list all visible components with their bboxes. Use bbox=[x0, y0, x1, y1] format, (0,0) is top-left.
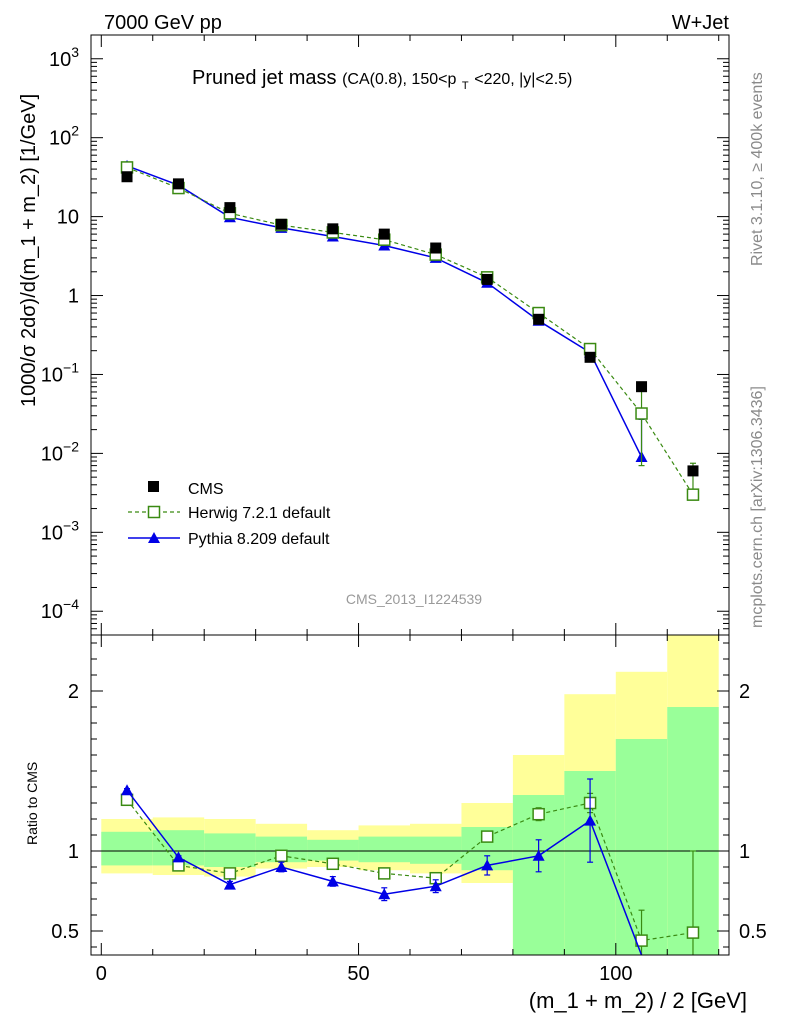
analysis-watermark: CMS_2013_I1224539 bbox=[346, 591, 482, 607]
x-tick-label: 100 bbox=[599, 963, 632, 985]
ratio-pythia-point bbox=[378, 888, 391, 900]
ratio-band-inner bbox=[358, 836, 410, 863]
mcplots-label: mcplots.cern.ch [arXiv:1306.3436] bbox=[749, 386, 766, 628]
ratio-y-tick-label-left: 1 bbox=[68, 841, 79, 863]
plot-title-main: Pruned jet mass bbox=[192, 67, 337, 89]
main-cms-point bbox=[172, 178, 184, 190]
legend-label-pythia: Pythia 8.209 default bbox=[188, 531, 330, 548]
main-y-tick-label: 103 bbox=[49, 44, 79, 71]
main-y-tick-label: 10 bbox=[57, 207, 79, 229]
main-y-tick-label: 10−3 bbox=[41, 517, 79, 544]
main-y-tick-label: 10−4 bbox=[41, 596, 79, 623]
ratio-herwig-point bbox=[480, 830, 494, 843]
ratio-band-inner bbox=[307, 839, 359, 861]
legend-label-cms: CMS bbox=[188, 481, 224, 498]
legend-label-herwig: Herwig 7.2.1 default bbox=[188, 505, 331, 522]
ratio-pythia-point bbox=[429, 880, 442, 892]
legend-marker-herwig bbox=[147, 505, 161, 519]
ratio-herwig-point bbox=[532, 807, 545, 821]
ratio-band-inner bbox=[204, 833, 256, 867]
main-y-tick-label: 102 bbox=[49, 123, 79, 150]
main-y-tick-label: 1 bbox=[68, 286, 79, 308]
ratio-uncertainty-bands bbox=[101, 635, 719, 955]
header-left: 7000 GeV pp bbox=[104, 12, 222, 34]
ratio-pythia-point bbox=[584, 814, 597, 826]
main-herwig-point bbox=[686, 488, 700, 501]
ratio-y-tick-label-left: 0.5 bbox=[51, 921, 79, 943]
ratio-pythia-point bbox=[481, 859, 494, 871]
main-cms-point bbox=[224, 202, 236, 214]
main-cms-point bbox=[378, 228, 390, 240]
main-cms-point bbox=[584, 351, 596, 363]
ratio-band-inner bbox=[101, 831, 153, 866]
plot-title: Pruned jet mass (CA(0.8), 150<p T <220, … bbox=[192, 67, 572, 94]
main-y-tick-label: 10−1 bbox=[41, 359, 79, 386]
ratio-y-tick-label-right: 2 bbox=[739, 681, 750, 703]
ratio-herwig-point bbox=[686, 926, 700, 939]
ratio-pythia-point bbox=[275, 861, 288, 872]
main-y-axis-label: 1000/σ 2dσ)/d(m_1 + m_2) [1/GeV] bbox=[18, 94, 40, 407]
ratio-y-tick-label-left: 2 bbox=[68, 681, 79, 703]
legend-marker-pythia bbox=[148, 532, 160, 543]
main-y-tick-label: 10−2 bbox=[41, 438, 79, 465]
main-series-layer bbox=[120, 159, 700, 501]
ratio-herwig-point bbox=[275, 849, 288, 863]
main-herwig-line bbox=[126, 166, 694, 496]
main-cms-point bbox=[481, 273, 493, 285]
ratio-herwig-point bbox=[378, 867, 391, 880]
ratio-band-inner bbox=[410, 836, 462, 864]
plot-subtitle-pre: (CA(0.8), 150<p bbox=[342, 71, 456, 88]
plot-subtitle-post: <220, |y|<2.5) bbox=[474, 71, 572, 88]
main-cms-point bbox=[636, 381, 648, 393]
ratio-herwig-point bbox=[326, 857, 340, 871]
main-cms-point bbox=[275, 218, 287, 230]
main-cms-point bbox=[533, 313, 545, 325]
ratio-y-tick-label-right: 0.5 bbox=[739, 921, 767, 943]
ratio-y-tick-label-right: 1 bbox=[739, 841, 750, 863]
main-cms-point bbox=[327, 223, 339, 235]
x-axis-label: (m_1 + m_2) / 2 [GeV] bbox=[529, 988, 747, 1013]
ratio-y-axis-label: Ratio to CMS bbox=[24, 762, 40, 845]
ratio-herwig-point bbox=[223, 867, 237, 880]
main-herwig-point bbox=[635, 407, 648, 420]
rivet-label: Rivet 3.1.10, ≥ 400k events bbox=[749, 72, 766, 266]
ratio-herwig-line bbox=[126, 799, 694, 942]
ratio-series-layer bbox=[120, 778, 700, 956]
main-cms-point bbox=[687, 465, 699, 477]
main-cms-point bbox=[430, 242, 442, 254]
x-tick-label: 50 bbox=[347, 963, 369, 985]
x-tick-label: 0 bbox=[96, 963, 107, 985]
ratio-pythia-point bbox=[326, 875, 339, 887]
ratio-pythia-point bbox=[121, 784, 134, 796]
main-cms-point bbox=[121, 171, 133, 183]
ratio-pythia-point bbox=[532, 849, 545, 861]
ratio-pythia-point bbox=[223, 878, 236, 890]
header-right: W+Jet bbox=[672, 12, 730, 34]
legend-marker-cms bbox=[148, 481, 159, 492]
ratio-pythia-point bbox=[172, 851, 185, 863]
legend: CMS Herwig 7.2.1 default Pythia 8.209 de… bbox=[128, 481, 331, 548]
plot-subtitle-sub: T bbox=[462, 80, 469, 92]
